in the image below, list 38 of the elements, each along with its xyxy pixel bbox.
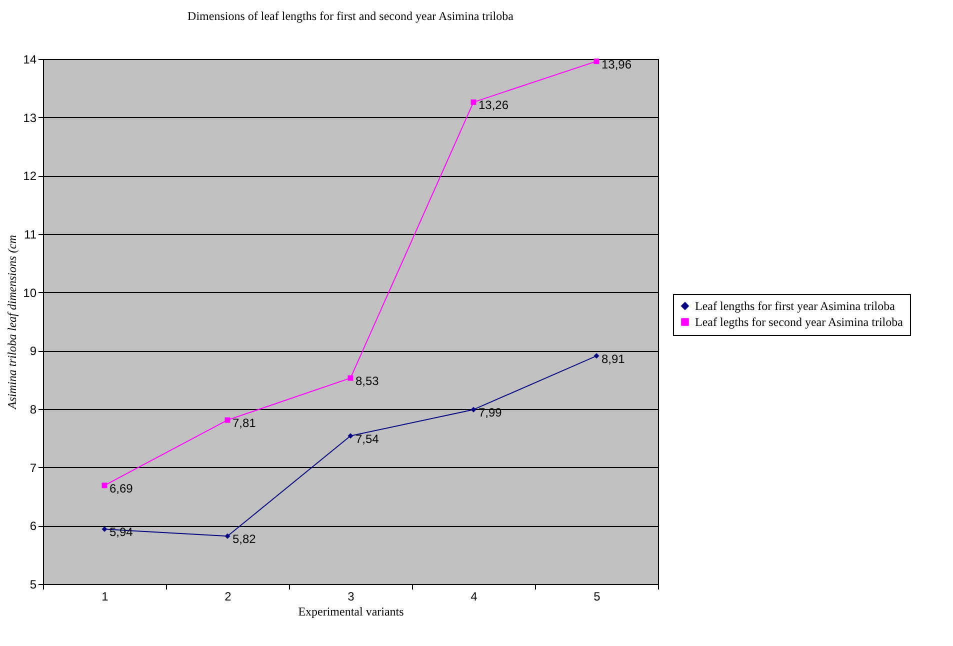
y-axis-title: Asimina triloba leaf dimensions (cm [5, 234, 20, 410]
x-tick-label: 2 [224, 590, 232, 604]
point [224, 533, 230, 539]
point [470, 99, 476, 105]
y-tick-label: 8 [30, 402, 37, 416]
y-tick-label: 12 [23, 169, 37, 184]
x-tick-label: 1 [102, 590, 109, 604]
point [594, 58, 600, 64]
x-tick-label: 4 [470, 590, 478, 604]
point [348, 375, 354, 381]
data-label: 13,96 [602, 57, 632, 72]
point [102, 526, 108, 532]
x-tick-label: 3 [348, 590, 355, 604]
point [348, 433, 354, 439]
y-tick-label: 11 [24, 228, 37, 242]
data-label: 8,53 [356, 374, 380, 388]
chart-title: Dimensions of leaf lengths for first and second year Asimina triloba [188, 9, 514, 23]
point [470, 406, 476, 412]
point [594, 353, 600, 359]
legend-label: Leaf legths for second year Asimina triloba [695, 315, 904, 329]
data-label: 5,82 [232, 532, 256, 546]
point [224, 417, 230, 423]
y-tick-label: 7 [30, 460, 37, 475]
y-tick-label: 9 [30, 344, 37, 358]
x-axis-title: Experimental variants [298, 604, 404, 618]
x-tick-label: 5 [594, 590, 601, 604]
data-label: 8,91 [602, 352, 626, 366]
y-tick-label: 13 [23, 110, 37, 125]
data-label: 13,26 [478, 98, 509, 112]
legend-label: Leaf lengths for first year Asimina triloba [695, 299, 896, 313]
point [102, 482, 108, 488]
y-tick-label: 5 [30, 578, 37, 592]
y-tick-label: 6 [30, 519, 37, 534]
data-label: 6,69 [110, 481, 134, 496]
y-tick-label: 10 [23, 286, 37, 300]
y-tick-label: 14 [23, 52, 37, 66]
data-label: 7,81 [232, 416, 256, 430]
data-label: 7,54 [356, 432, 380, 446]
